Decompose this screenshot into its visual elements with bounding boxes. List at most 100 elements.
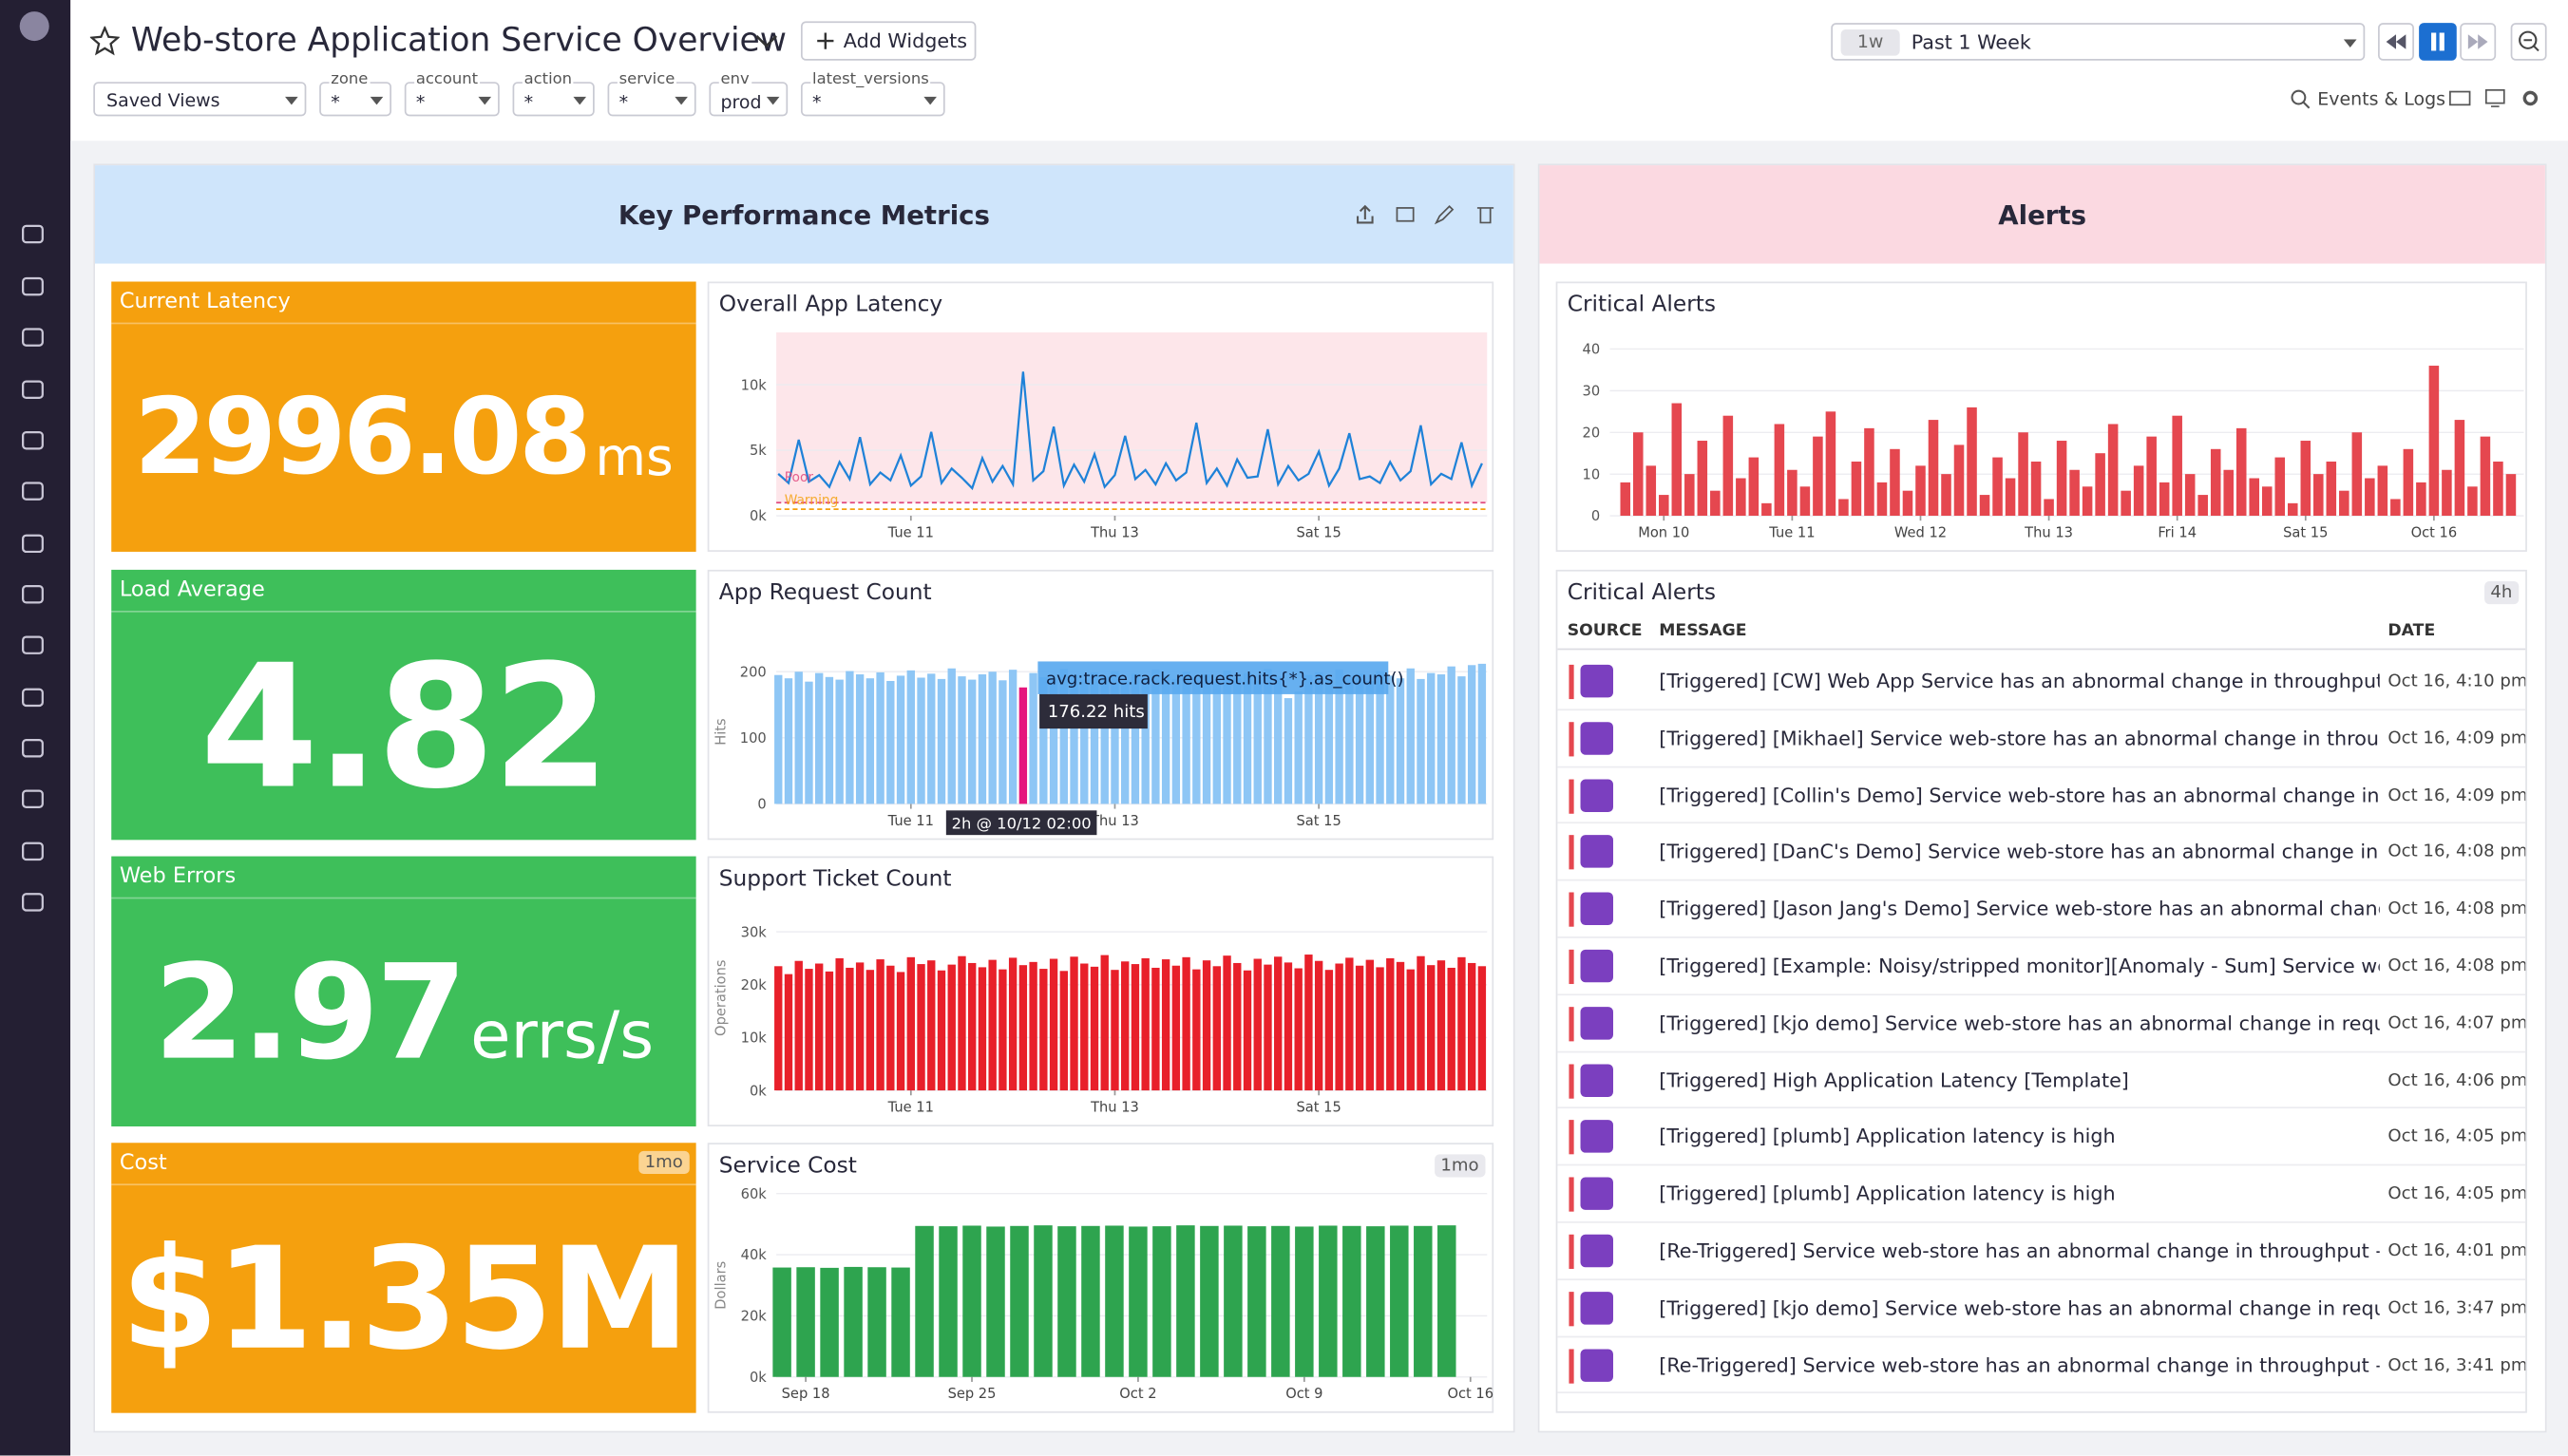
widget-title: Critical Alerts [1568,579,1716,606]
kpi-tile: Cost1mo$1.35M [111,1143,695,1412]
group-title: Alerts [1539,199,2544,231]
alert-date: Oct 16, 4:01 pm [2387,1241,2527,1261]
alert-row[interactable]: [Triggered] [Jason Jang's Demo] Service … [1557,881,2527,938]
variable-value: * [619,92,628,113]
source-icon [1581,1064,1613,1096]
pause-button[interactable] [2419,23,2457,61]
pause-icon [2419,23,2457,61]
alert-date: Oct 16, 4:07 pm [2387,1013,2527,1033]
caret [2344,39,2357,47]
events-logs-link[interactable]: Events & Logs [2317,88,2445,109]
source-icon [1581,665,1613,697]
caret-shape [478,97,491,105]
alert-row[interactable]: [Triggered] [kjo demo] Service web-store… [1557,995,2527,1052]
kpi-title: Cost [120,1151,167,1176]
time-range: Past 1 Week [1912,31,2031,54]
variable-value: * [812,92,821,113]
alert-row[interactable]: [Triggered] [plumb] Application latency … [1557,1166,2527,1223]
nav-icon [23,740,43,756]
forward-icon [2462,25,2494,59]
sidebar [0,0,70,1456]
alert-date: Oct 16, 4:06 pm [2387,1070,2527,1090]
kpi-title: Load Average [120,578,265,603]
status-bar [1569,1292,1573,1326]
alert-row[interactable]: [Triggered] [Example: Noisy/stripped mon… [1557,938,2527,995]
caret-shape [371,97,384,105]
alert-message: [Triggered] [DanC's Demo] Service web-st… [1659,841,2379,863]
nav-icon [23,432,43,448]
alert-row[interactable]: [Triggered] High Application Latency [Te… [1557,1052,2527,1109]
status-bar [1569,665,1573,699]
caret [478,97,491,105]
kpi-title: Current Latency [120,290,291,314]
source-icon [1581,779,1613,811]
nav-icon [23,894,43,910]
kpi-value: 4.82 [111,613,695,841]
column-header: MESSAGE [1659,622,1746,640]
variable-name: account [414,70,480,88]
alert-list-widget: Critical Alerts 4h SOURCEMESSAGEDATE[Tri… [1556,570,2527,1413]
chart-widget: App Request Count [708,570,1493,840]
time-badge: 1mo [1435,1154,1486,1177]
kpi-tile: Load Average 4.82 [111,570,695,840]
zoom-out-button[interactable] [2511,23,2547,61]
forward-button[interactable] [2460,23,2496,61]
variable-value: prod [720,92,761,113]
dashboard-title: Web-store Application Service Overview [131,20,787,59]
alert-message: [Re-Triggered] Service web-store has an … [1659,1353,2379,1376]
source-icon [1581,836,1613,868]
alert-message: [Triggered] [plumb] Application latency … [1659,1182,2379,1205]
group-tools[interactable] [1353,203,1504,226]
alert-date: Oct 16, 4:10 pm [2387,671,2527,691]
alert-message: [Triggered] [kjo demo] Service web-store… [1659,1012,2379,1034]
alert-row[interactable]: [Triggered] [Collin's Demo] Service web-… [1557,767,2527,824]
alert-date: Oct 16, 4:05 pm [2387,1127,2527,1147]
alert-row[interactable]: [Triggered] [CW] Web App Service has an … [1557,653,2527,710]
nav-icon [23,586,43,602]
star-icon[interactable] [90,27,120,56]
plus-icon [815,31,835,51]
variable-name: service [618,70,676,88]
kpi-number: 4.82 [200,626,608,825]
widget-title: Service Cost [719,1153,857,1180]
caret [285,97,298,105]
group-header: Alerts [1539,165,2544,263]
title-chevron[interactable] [753,29,780,52]
source-icon [1581,1235,1613,1267]
search-icon[interactable] [2290,88,2311,109]
status-bar [1569,836,1573,870]
header-icons[interactable] [2448,88,2540,109]
caret [923,97,937,105]
source-icon [1581,893,1613,925]
alert-date: Oct 16, 3:41 pm [2387,1355,2527,1375]
alert-row[interactable]: [Triggered] [plumb] Application latency … [1557,1109,2527,1166]
alert-row[interactable]: [Re-Triggered] Service web-store has an … [1557,1223,2527,1280]
status-bar [1569,950,1573,984]
alert-row[interactable]: [Re-Triggered] Service web-store has an … [1557,1337,2527,1394]
widget-title: Critical Alerts [1568,292,1716,318]
alert-date: Oct 16, 4:09 pm [2387,785,2527,805]
variable-name: action [523,70,574,88]
alert-date: Oct 16, 4:05 pm [2387,1184,2527,1204]
alert-message: [Re-Triggered] Service web-store has an … [1659,1239,2379,1262]
add-widgets-button[interactable]: Add Widgets [801,21,976,60]
rewind-button[interactable] [2378,23,2414,61]
kpi-title: Web Errors [120,864,236,889]
nav-icon [23,226,43,242]
saved-views-select[interactable]: Saved Views [93,82,306,116]
status-bar [1569,893,1573,927]
rewind-icon [2380,25,2412,59]
group-header: Key Performance Metrics [95,165,1513,263]
sidebar-icons [0,0,70,1456]
kpi-tile: Web Errors2.97errs/s [111,857,695,1126]
widget-title: App Request Count [719,579,932,606]
time-picker[interactable]: 1w Past 1 Week [1831,23,2365,61]
alert-row[interactable]: [Triggered] [Mikhael] Service web-store … [1557,710,2527,767]
alert-date: Oct 16, 4:08 pm [2387,842,2527,862]
alert-message: [Triggered] [kjo demo] Service web-store… [1659,1296,2379,1319]
kpi-value: 2996.08ms [111,324,695,552]
source-icon [1581,1178,1613,1210]
alert-row[interactable]: [Triggered] [kjo demo] Service web-store… [1557,1280,2527,1337]
alert-row[interactable]: [Triggered] [DanC's Demo] Service web-st… [1557,824,2527,881]
